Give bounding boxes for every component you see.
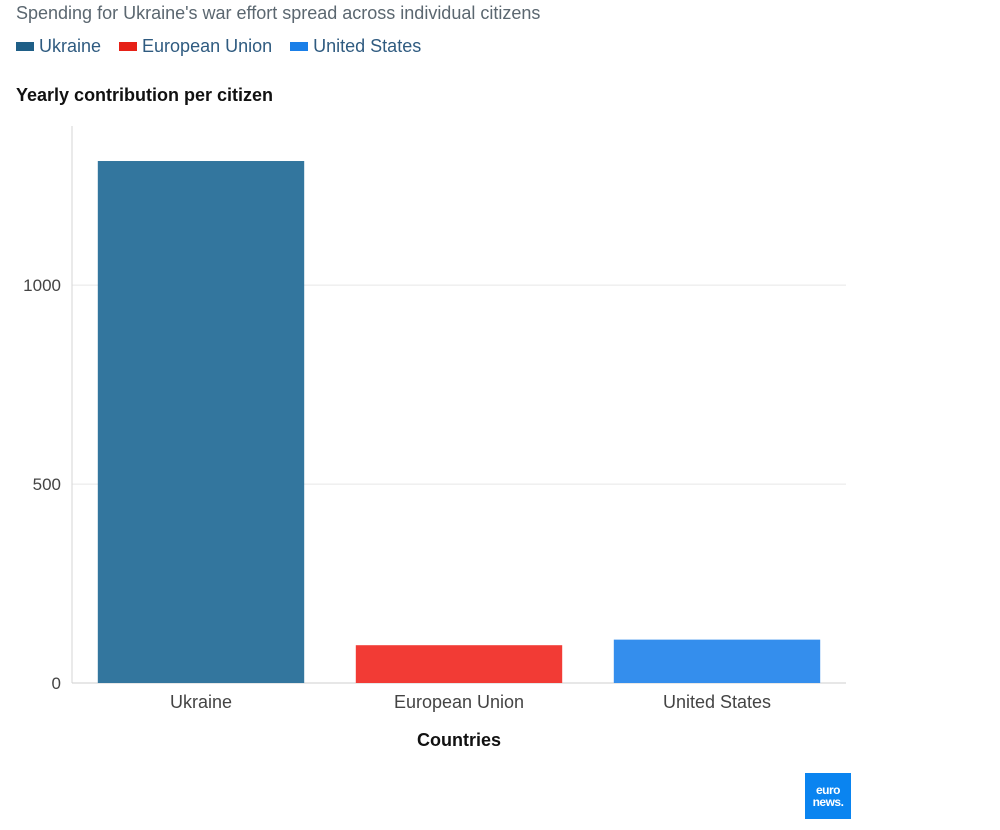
legend-swatch-ukraine xyxy=(16,42,34,51)
y-tick-labels: 0 500 1000 xyxy=(23,276,61,693)
legend-label-united-states: United States xyxy=(313,36,422,56)
x-tick-label: United States xyxy=(663,692,771,712)
chart-subtitle: Spending for Ukraine's war effort spread… xyxy=(16,3,541,23)
y-axis-title: Yearly contribution per citizen xyxy=(16,85,274,105)
legend-label-european-union: European Union xyxy=(142,36,273,56)
x-axis-title: Countries xyxy=(417,730,501,750)
legend-swatch-european-union xyxy=(119,42,138,51)
legend-label-ukraine: Ukraine xyxy=(39,36,102,56)
bar-ukraine[interactable] xyxy=(97,161,305,684)
x-tick-labels: Ukraine European Union United States xyxy=(170,692,771,712)
legend-item-ukraine[interactable]: Ukraine xyxy=(16,36,101,57)
bars xyxy=(97,161,821,684)
legend: Ukraine European Union United States xyxy=(16,36,421,57)
y-tick-label: 0 xyxy=(52,674,61,693)
legend-swatch-united-states xyxy=(290,42,309,51)
euronews-logo: euro news. xyxy=(805,773,851,819)
bar-european-union[interactable] xyxy=(355,645,563,683)
logo-text-line1: euro xyxy=(815,783,841,797)
y-tick-label: 1000 xyxy=(23,276,61,295)
x-tick-label: European Union xyxy=(394,692,524,712)
legend-item-united-states[interactable]: United States xyxy=(290,36,421,57)
x-tick-label: Ukraine xyxy=(170,692,232,712)
logo-text-line2: news. xyxy=(812,795,844,809)
legend-item-european-union[interactable]: European Union xyxy=(119,36,272,57)
bar-united-states[interactable] xyxy=(613,639,821,683)
y-tick-label: 500 xyxy=(33,475,61,494)
